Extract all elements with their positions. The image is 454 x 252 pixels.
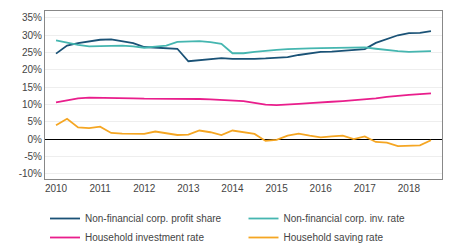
svg-text:2017: 2017: [354, 183, 377, 194]
svg-text:2011: 2011: [89, 183, 111, 194]
svg-text:35%: 35%: [22, 12, 42, 23]
svg-text:Household saving rate: Household saving rate: [284, 232, 384, 243]
svg-text:2012: 2012: [133, 183, 156, 194]
svg-text:20%: 20%: [22, 64, 42, 75]
svg-text:30%: 30%: [22, 30, 42, 41]
svg-text:-5%: -5%: [24, 151, 42, 162]
svg-text:2013: 2013: [177, 183, 200, 194]
svg-text:10%: 10%: [22, 99, 42, 110]
svg-text:2015: 2015: [265, 183, 288, 194]
svg-text:5%: 5%: [28, 116, 43, 127]
svg-text:2014: 2014: [221, 183, 244, 194]
svg-text:Non-financial corp. profit sha: Non-financial corp. profit share: [85, 213, 222, 224]
svg-text:2016: 2016: [310, 183, 333, 194]
svg-text:Non-financial corp. inv. rate: Non-financial corp. inv. rate: [284, 213, 405, 224]
svg-text:2018: 2018: [398, 183, 421, 194]
svg-text:25%: 25%: [22, 47, 42, 58]
svg-text:2010: 2010: [45, 183, 68, 194]
svg-text:0%: 0%: [28, 134, 43, 145]
svg-text:-10%: -10%: [19, 168, 42, 179]
svg-text:15%: 15%: [22, 82, 42, 93]
svg-text:Household investment rate: Household investment rate: [85, 232, 204, 243]
